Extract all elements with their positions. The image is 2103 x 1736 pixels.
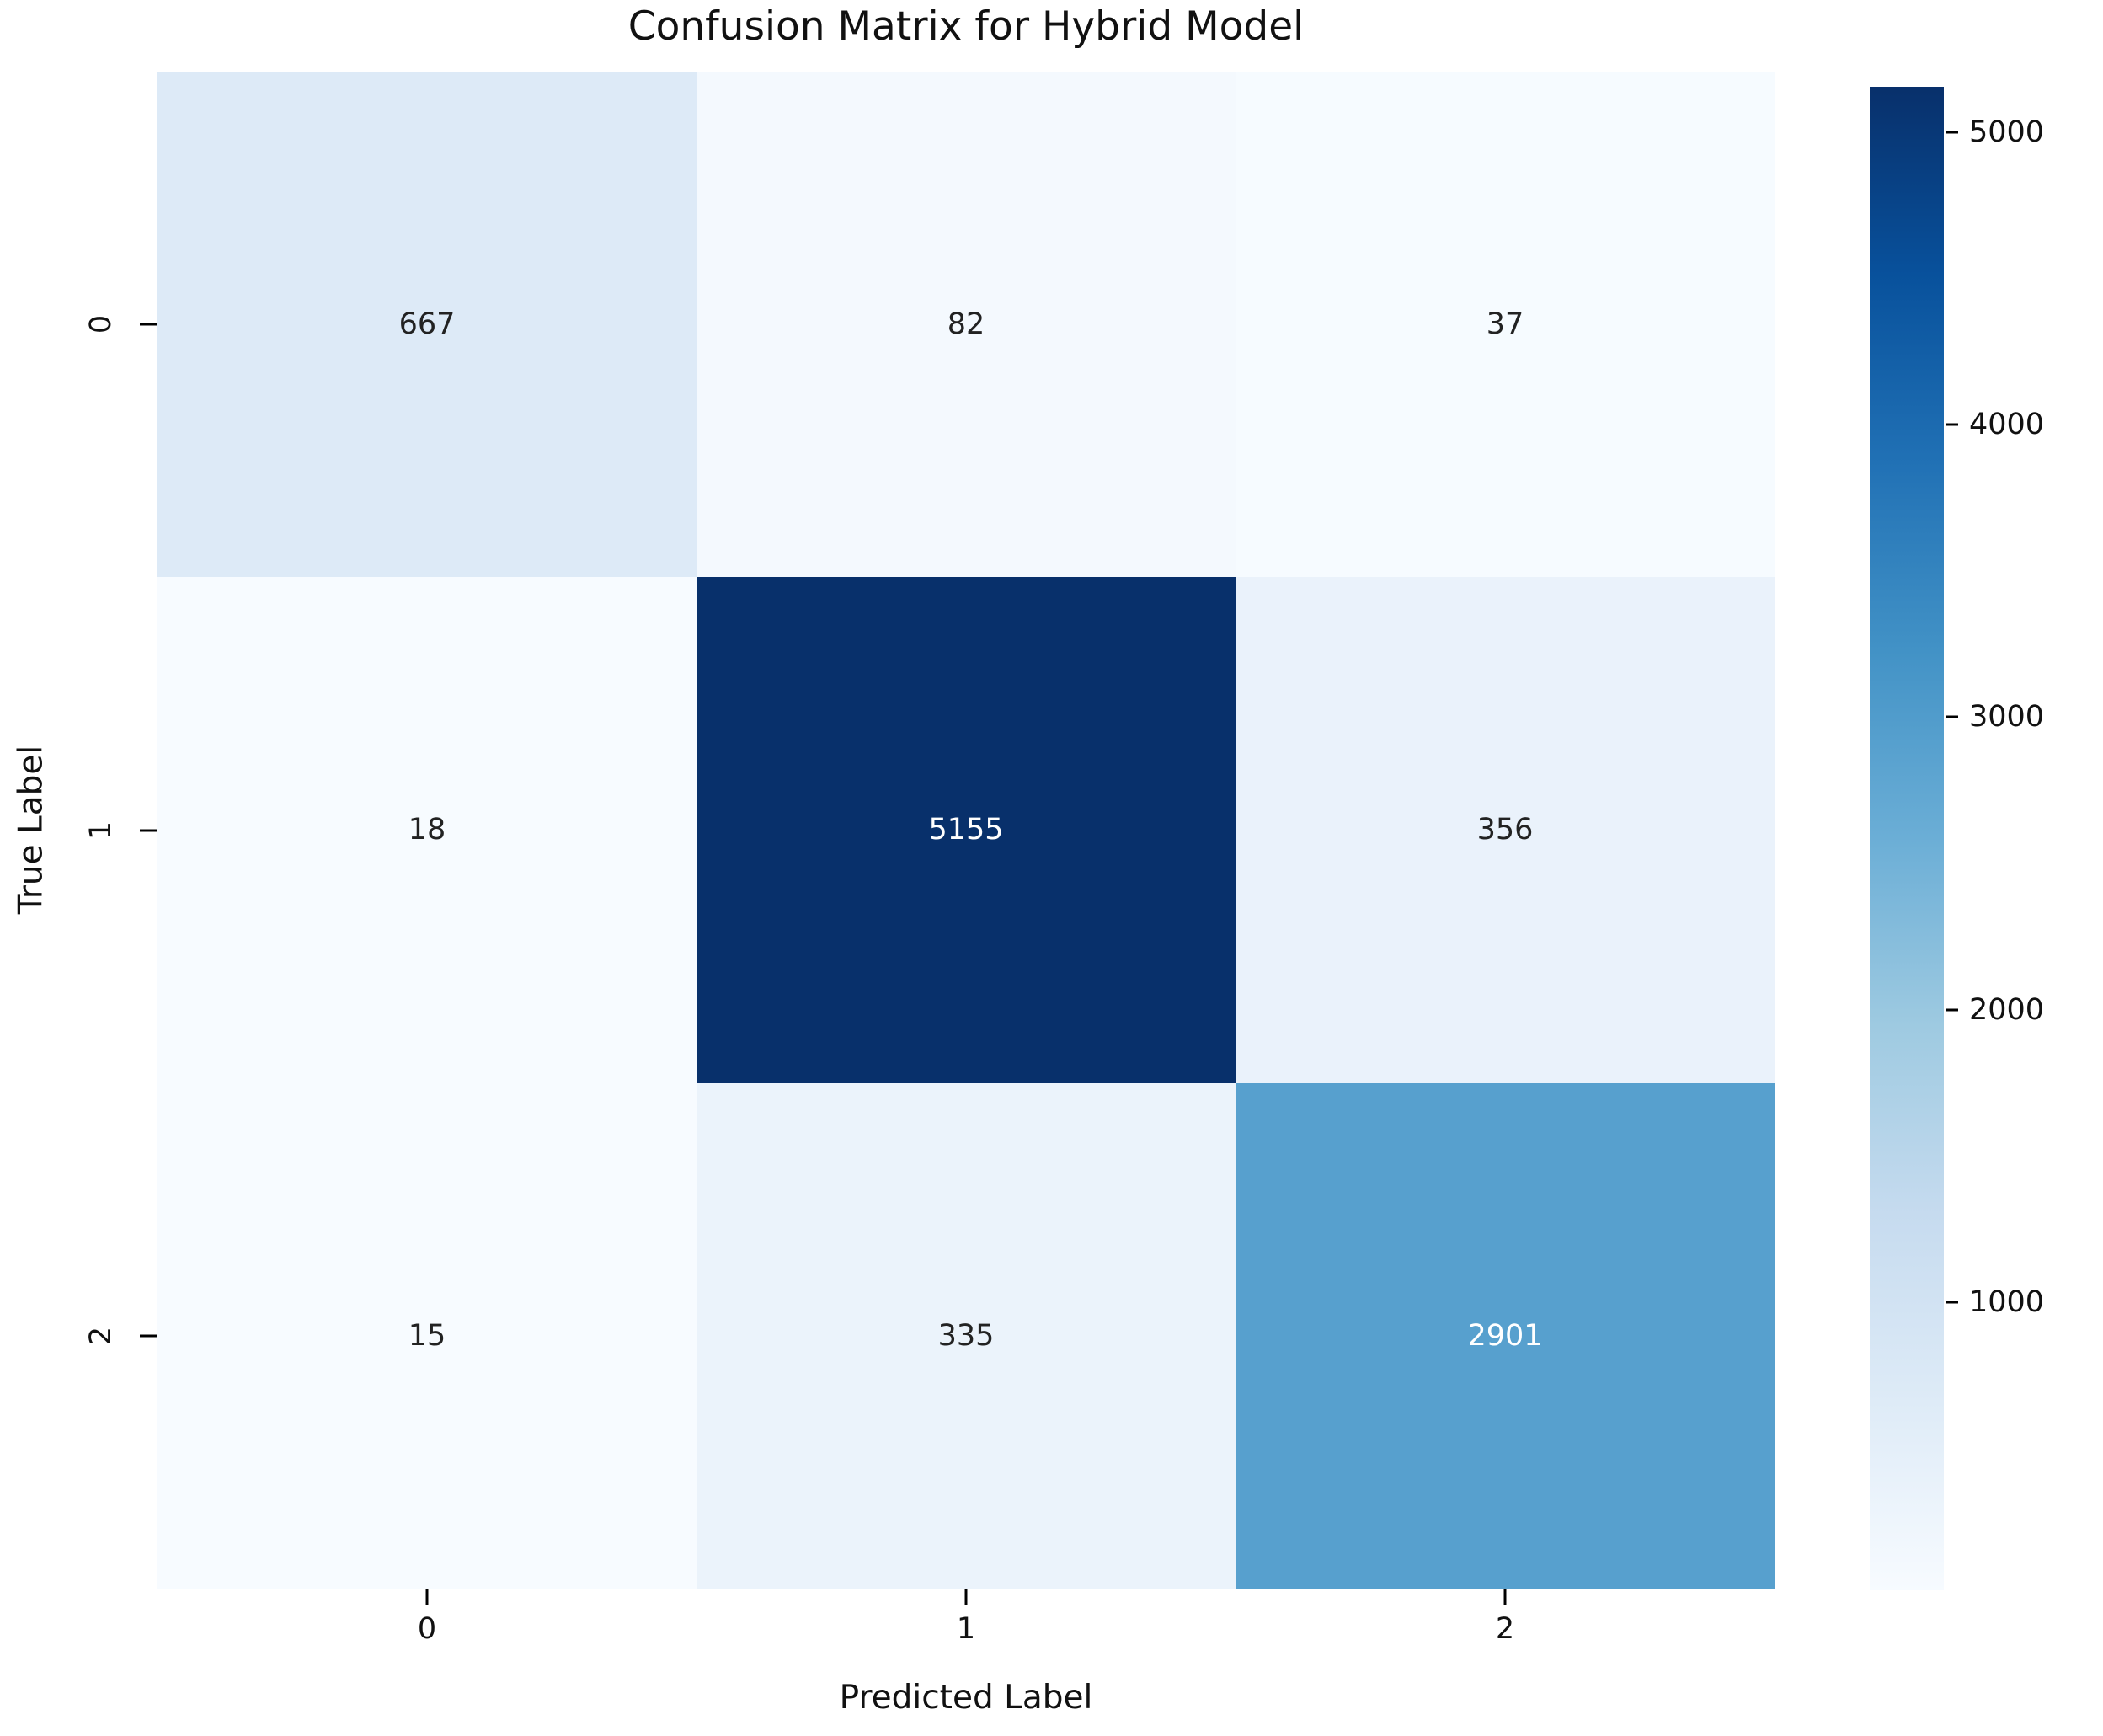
cell-value: 335 [937, 1318, 995, 1353]
x-axis-label: Predicted Label [839, 1679, 1093, 1717]
heatmap-cell-r0c0: 667 [157, 72, 697, 578]
x-tick-label: 0 [417, 1612, 437, 1646]
cell-value: 5155 [928, 813, 1004, 847]
x-tick-mark [425, 1589, 429, 1605]
heatmap-cell-r1c2: 356 [1236, 577, 1775, 1083]
y-tick-mark [140, 829, 157, 831]
heatmap-cell-r2c0: 15 [157, 1082, 697, 1589]
colorbar-tick-mark [1946, 1301, 1958, 1304]
heatmap-cell-r0c2: 37 [1236, 72, 1775, 578]
y-tick-mark [140, 323, 157, 326]
heatmap-cell-r2c1: 335 [697, 1082, 1236, 1589]
heatmap-cell-r0c1: 82 [697, 72, 1236, 578]
colorbar-tick-label: 3000 [1969, 700, 2045, 734]
y-tick-label: 1 [84, 820, 118, 840]
colorbar-tick-label: 4000 [1969, 408, 2045, 442]
y-tick-mark [140, 1334, 157, 1338]
colorbar-tick-mark [1946, 131, 1958, 134]
x-tick-mark [1503, 1589, 1507, 1605]
colorbar [1870, 87, 1944, 1590]
cell-value: 15 [408, 1318, 446, 1353]
heatmap-cell-r1c0: 18 [157, 577, 697, 1083]
heatmap-cell-r1c1: 5155 [697, 577, 1236, 1083]
y-tick-label: 2 [84, 1326, 118, 1345]
heatmap-cell-r2c2: 2901 [1236, 1082, 1775, 1589]
colorbar-tick-label: 1000 [1969, 1285, 2045, 1319]
heatmap-grid: 667 82 37 18 5155 356 15 335 2901 [157, 72, 1775, 1589]
y-tick-label: 0 [84, 315, 118, 334]
cell-value: 2901 [1467, 1318, 1543, 1353]
colorbar-tick-label: 5000 [1969, 115, 2045, 149]
cell-value: 667 [398, 307, 456, 342]
colorbar-tick-label: 2000 [1969, 992, 2045, 1027]
colorbar-tick-mark [1946, 423, 1958, 426]
y-axis-label: True Label [12, 745, 51, 915]
chart-title: Confusion Matrix for Hybrid Model [627, 3, 1305, 50]
x-tick-label: 2 [1495, 1612, 1515, 1646]
cell-value: 82 [947, 307, 985, 342]
cell-value: 37 [1486, 307, 1524, 342]
colorbar-tick-mark [1946, 715, 1958, 718]
x-tick-label: 1 [956, 1612, 976, 1646]
x-tick-mark [964, 1589, 968, 1605]
cell-value: 18 [408, 813, 446, 847]
colorbar-tick-mark [1946, 1008, 1958, 1012]
cell-value: 356 [1476, 813, 1534, 847]
